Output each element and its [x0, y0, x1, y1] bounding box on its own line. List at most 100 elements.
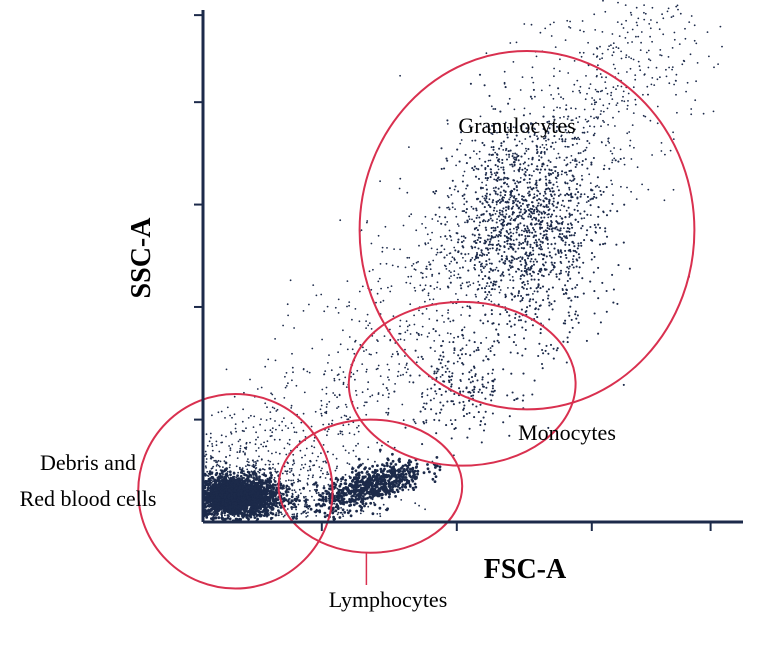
data-point-granulocytes — [561, 232, 564, 236]
data-point-lymphocytes — [402, 475, 405, 479]
data-point-lymphocytes — [343, 511, 347, 514]
data-point-granulocytes — [531, 231, 534, 234]
data-point-lymphocytes — [428, 470, 431, 474]
data-point-background — [499, 213, 502, 216]
data-point-granulocytes — [455, 261, 458, 264]
data-point-granulocytes — [546, 222, 549, 225]
data-point-granulocytes — [485, 253, 489, 257]
data-point-lymphocytes — [391, 474, 395, 478]
data-point-granulocytes — [545, 197, 548, 201]
data-point-granulocytes — [590, 258, 593, 261]
data-point-granulocytes — [547, 172, 550, 175]
data-point-granulocytes — [540, 211, 543, 214]
data-point-monocytes — [513, 333, 516, 336]
data-point-monocytes — [450, 378, 453, 381]
data-point-granulocytes — [540, 150, 543, 153]
data-point-granulocytes — [515, 231, 518, 234]
data-point-granulocytes — [549, 193, 553, 196]
data-point-granulocytes — [575, 251, 578, 254]
data-point-granulocytes — [460, 252, 463, 255]
data-point-granulocytes — [484, 275, 487, 278]
data-point-lymphocytes — [395, 478, 398, 482]
data-point-lymphocytes — [361, 495, 365, 498]
data-point-granulocytes — [489, 176, 492, 179]
data-point-lymphocytes — [364, 486, 368, 490]
data-point-background — [417, 260, 419, 263]
data-point-background — [478, 157, 481, 160]
data-point-background — [354, 308, 357, 310]
data-point-monocytes — [508, 415, 511, 418]
data-point-granulocytes — [599, 189, 602, 193]
data-point-granulocytes — [558, 272, 561, 275]
data-point-granulocytes — [474, 191, 477, 194]
data-point-background — [266, 440, 269, 443]
data-point-monocytes — [480, 391, 484, 394]
data-point-debris-and-red-blood-cells — [253, 487, 257, 491]
data-point-background — [433, 340, 436, 342]
data-point-monocytes — [478, 388, 481, 391]
data-point-monocytes — [482, 429, 486, 432]
data-point-granulocytes — [477, 247, 480, 250]
data-point-background — [273, 478, 275, 481]
data-point-monocytes — [471, 380, 474, 383]
data-point-background — [425, 421, 428, 424]
data-point-background — [604, 81, 607, 83]
data-point-background — [543, 153, 546, 155]
data-point-granulocytes — [465, 211, 468, 214]
data-point-monocytes — [450, 385, 453, 388]
data-point-granulocytes — [452, 319, 455, 322]
data-point-background — [566, 19, 569, 22]
data-point-debris-and-red-blood-cells — [245, 504, 249, 508]
data-point-granulocytes — [577, 202, 580, 205]
data-point-granulocytes — [572, 260, 575, 263]
data-point-granulocytes — [559, 193, 562, 196]
data-point-granulocytes — [567, 311, 570, 314]
data-point-background — [513, 170, 516, 172]
data-point-monocytes — [453, 427, 456, 431]
data-point-monocytes — [458, 401, 461, 404]
data-point-background — [625, 54, 628, 56]
data-point-background — [559, 209, 562, 212]
data-point-granulocytes — [537, 308, 540, 311]
data-point-granulocytes — [500, 258, 503, 261]
data-point-background — [648, 23, 651, 25]
data-point-granulocytes — [548, 304, 551, 307]
data-point-background — [415, 361, 418, 364]
data-point-granulocytes — [482, 266, 485, 270]
data-point-debris-and-red-blood-cells — [267, 497, 270, 501]
data-point-granulocytes — [531, 226, 535, 230]
data-point-background — [399, 177, 402, 180]
data-point-granulocytes — [536, 204, 539, 207]
data-point-granulocytes — [574, 286, 577, 289]
data-point-granulocytes — [496, 153, 499, 156]
data-point-background — [233, 413, 236, 416]
data-point-background — [416, 338, 418, 341]
data-point-background — [656, 21, 658, 24]
data-point-background — [565, 209, 568, 212]
data-point-monocytes — [467, 378, 471, 381]
data-point-granulocytes — [446, 119, 449, 122]
data-point-monocytes — [474, 373, 477, 376]
data-point-granulocytes — [492, 148, 495, 151]
data-point-background — [470, 245, 473, 248]
data-point-lymphocytes — [332, 518, 336, 521]
data-point-granulocytes — [504, 209, 508, 212]
data-point-background — [380, 287, 382, 290]
data-point-lymphocytes — [405, 480, 409, 484]
data-point-background — [344, 403, 347, 406]
data-point-monocytes — [471, 403, 474, 406]
data-point-background — [555, 177, 558, 180]
data-point-background — [611, 159, 614, 162]
data-point-background — [253, 461, 255, 463]
data-point-background — [326, 403, 328, 406]
data-point-granulocytes — [527, 148, 530, 151]
data-point-monocytes — [440, 358, 443, 361]
data-point-granulocytes — [474, 139, 477, 142]
data-point-granulocytes — [528, 174, 531, 177]
data-point-monocytes — [493, 378, 496, 381]
data-point-lymphocytes — [315, 484, 319, 487]
data-point-background — [513, 164, 516, 167]
data-point-background — [368, 353, 371, 355]
data-point-granulocytes — [515, 226, 518, 229]
data-point-monocytes — [454, 418, 457, 422]
